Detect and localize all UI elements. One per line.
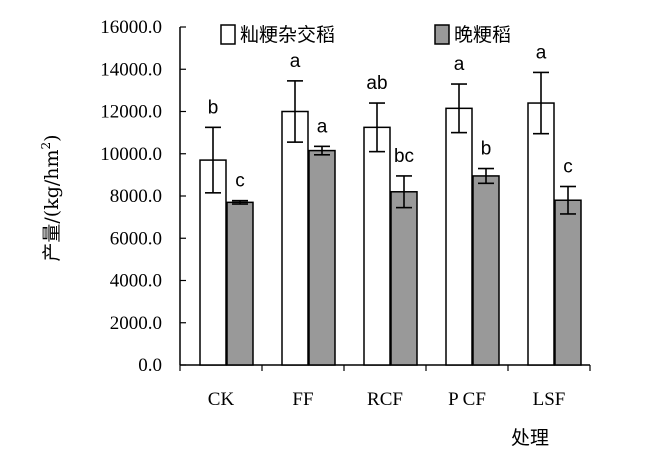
y-tick-label: 6000.0 xyxy=(110,228,162,249)
x-tick-label: CK xyxy=(208,389,235,410)
significance-label: b xyxy=(208,97,219,118)
y-tick-label: 0.0 xyxy=(138,355,162,376)
legend-swatch xyxy=(434,24,450,45)
x-axis-title: 处理 xyxy=(511,427,549,449)
significance-label: a xyxy=(454,54,465,75)
significance-label: c xyxy=(563,156,573,177)
significance-label: b xyxy=(481,139,492,160)
y-tick-label: 10000.0 xyxy=(100,144,162,165)
y-tick-label: 12000.0 xyxy=(100,102,162,123)
bar xyxy=(554,199,582,366)
y-axis-title: 产量/(kg/hm2) xyxy=(39,134,63,261)
y-tick-label: 8000.0 xyxy=(110,186,162,207)
y-tick-label: 4000.0 xyxy=(110,271,162,292)
y-axis-title-end: ) xyxy=(41,134,63,141)
axes: 0.0 2000.0 4000.0 6000.0 8000.0 10000.0 12000.… xyxy=(100,17,591,410)
bar xyxy=(308,149,336,366)
significance-label: a xyxy=(317,116,328,137)
x-tick-label: RCF xyxy=(367,389,403,410)
x-tick-label: LSF xyxy=(533,389,566,410)
x-tick-label: FF xyxy=(292,389,313,410)
legend-swatch xyxy=(220,24,236,45)
bar xyxy=(363,126,391,366)
legend: 籼粳杂交稻 晚粳稻 xyxy=(220,24,511,46)
y-axis-title-sup: 2 xyxy=(39,142,53,150)
bar xyxy=(390,191,418,366)
bar xyxy=(281,110,309,366)
y-tick-label: 2000.0 xyxy=(110,313,162,334)
y-tick-label: 16000.0 xyxy=(100,17,162,38)
y-tick-label: 14000.0 xyxy=(100,59,162,80)
significance-label: a xyxy=(536,42,547,63)
significance-label: a xyxy=(290,51,301,72)
bar xyxy=(226,201,254,366)
significance-label: bc xyxy=(394,146,414,167)
x-tick-label: P CF xyxy=(448,389,486,410)
bar xyxy=(472,175,500,366)
bar xyxy=(527,102,555,366)
y-axis-title-main: 产量/(kg/hm xyxy=(41,149,63,261)
significance-label: ab xyxy=(366,73,387,94)
bar xyxy=(445,107,473,366)
bar xyxy=(199,159,227,366)
legend-label: 籼粳杂交稻 xyxy=(240,24,335,46)
significance-label: c xyxy=(235,171,245,192)
legend-label: 晚粳稻 xyxy=(454,24,511,46)
